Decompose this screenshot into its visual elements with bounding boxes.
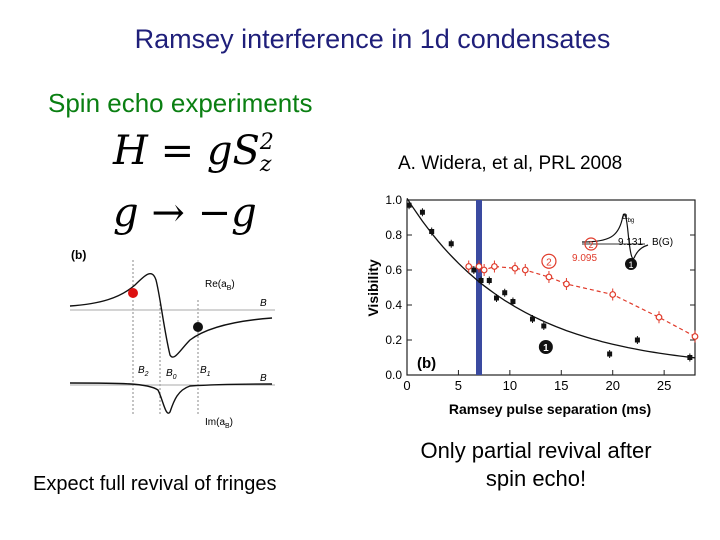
- y-tick-label: 0.8: [385, 228, 402, 242]
- re-label: Re(aB): [205, 279, 235, 292]
- series-1-point: [493, 295, 499, 301]
- series-2-marker-label: 2: [546, 257, 552, 268]
- citation: A. Widera, et al, PRL 2008: [398, 153, 623, 174]
- series-2-point: [655, 313, 663, 321]
- im-label: Im(aB): [205, 417, 233, 430]
- im-axis-label: B: [260, 373, 267, 384]
- inset-badge-2: [584, 237, 598, 251]
- series-2-point: [465, 263, 473, 270]
- series-1-point: [448, 241, 454, 247]
- inset-badge-1-label: 1: [628, 260, 633, 270]
- series-1-point: [429, 229, 435, 234]
- imaginary-part-curve: [69, 382, 273, 414]
- b0-label: B0: [166, 368, 177, 381]
- eq-sub: z: [259, 152, 272, 177]
- series-2-point: [691, 333, 699, 340]
- series-2-fit-line: [468, 265, 696, 338]
- series-1-marker: [538, 340, 553, 354]
- series-2-point: [475, 263, 483, 270]
- x-tick-label: 25: [657, 378, 671, 393]
- y-tick-label: 0.6: [385, 263, 402, 277]
- eq-g-to: −g: [197, 190, 257, 236]
- series-2-point: [480, 266, 488, 274]
- inset-value-bottom: 9.095: [572, 253, 597, 264]
- sign-flip-equation: g → −g: [113, 190, 257, 236]
- eq-S: S: [232, 128, 260, 174]
- x-tick-label: 0: [403, 378, 410, 393]
- inset-value-top: 9.131: [618, 237, 643, 248]
- series-1-point: [502, 290, 508, 296]
- visibility-plot: Visibility Ramsey pulse separation (ms) …: [365, 193, 699, 417]
- series-2-point: [511, 264, 519, 272]
- series-1-point: [419, 209, 425, 215]
- inset-curve: [581, 213, 649, 260]
- caption-partial-revival: Only partial revival after spin echo!: [420, 438, 652, 491]
- series-1-point: [486, 278, 492, 283]
- y-tick-label: 0.2: [385, 333, 402, 347]
- series-1-point: [406, 202, 412, 208]
- x-axis-label: Ramsey pulse separation (ms): [449, 401, 651, 417]
- inset-axis-label: B(G): [652, 237, 673, 248]
- y-tick-label: 0.0: [385, 368, 402, 382]
- blue-band: [476, 200, 482, 375]
- right-panel-label: (b): [417, 355, 436, 372]
- inset-badge-2-label: 2: [588, 240, 593, 250]
- series-2-point: [521, 266, 529, 274]
- left-panel-label: (b): [71, 248, 86, 262]
- eq-equals: =: [147, 128, 207, 174]
- eq-H: H: [113, 128, 148, 174]
- series-1-point: [478, 278, 484, 283]
- black-dot: [193, 322, 203, 332]
- series-1-point: [634, 337, 640, 343]
- eq-arrow: →: [138, 190, 198, 236]
- b1-label: B1: [200, 365, 211, 378]
- series-1-point: [607, 351, 613, 357]
- y-tick-label: 1.0: [385, 193, 402, 207]
- x-tick-label: 15: [554, 378, 568, 393]
- eq-g: g: [206, 128, 233, 174]
- hamiltonian-equation: H = gS 2 z: [113, 128, 274, 176]
- series-1-point: [687, 355, 693, 360]
- b2-label: B2: [138, 365, 149, 378]
- eq-sup: 2: [259, 130, 274, 155]
- series-2-point: [545, 273, 553, 281]
- real-part-curve: [69, 272, 273, 358]
- caption-full-revival: Expect full revival of fringes: [33, 473, 277, 495]
- series-1-point: [471, 267, 477, 273]
- y-tick-label: 0.4: [385, 298, 402, 312]
- re-axis-label: B: [260, 298, 267, 309]
- plot-frame: [406, 199, 696, 376]
- y-axis-label: Visibility: [365, 259, 381, 317]
- inset-diagram: abg 9.131 B(G) 9.095 2 1: [572, 211, 673, 270]
- series-2-point: [609, 291, 617, 298]
- x-tick-label: 10: [503, 378, 517, 393]
- slide-title: Ramsey interference in 1d condensates: [134, 24, 611, 54]
- x-tick-label: 20: [605, 378, 619, 393]
- series-1-point: [541, 323, 547, 329]
- slide-subtitle: Spin echo experiments: [48, 88, 313, 118]
- series-1-fit-line: [406, 197, 696, 359]
- feshbach-diagram: (b) Re(aB) B B B2 B0 B1 Im(aB): [69, 248, 275, 430]
- series-1-point: [529, 316, 535, 322]
- series-1-point: [510, 299, 516, 304]
- series-1-marker-label: 1: [543, 343, 549, 354]
- red-dot: [128, 288, 138, 298]
- inset-a-label: abg: [622, 211, 634, 224]
- series-2-marker: [541, 253, 557, 269]
- inset-badge-1: [625, 258, 637, 270]
- series-2-point: [563, 280, 570, 288]
- eq-g-from: g: [113, 190, 139, 236]
- series-2-point: [491, 263, 498, 270]
- x-tick-label: 5: [455, 378, 462, 393]
